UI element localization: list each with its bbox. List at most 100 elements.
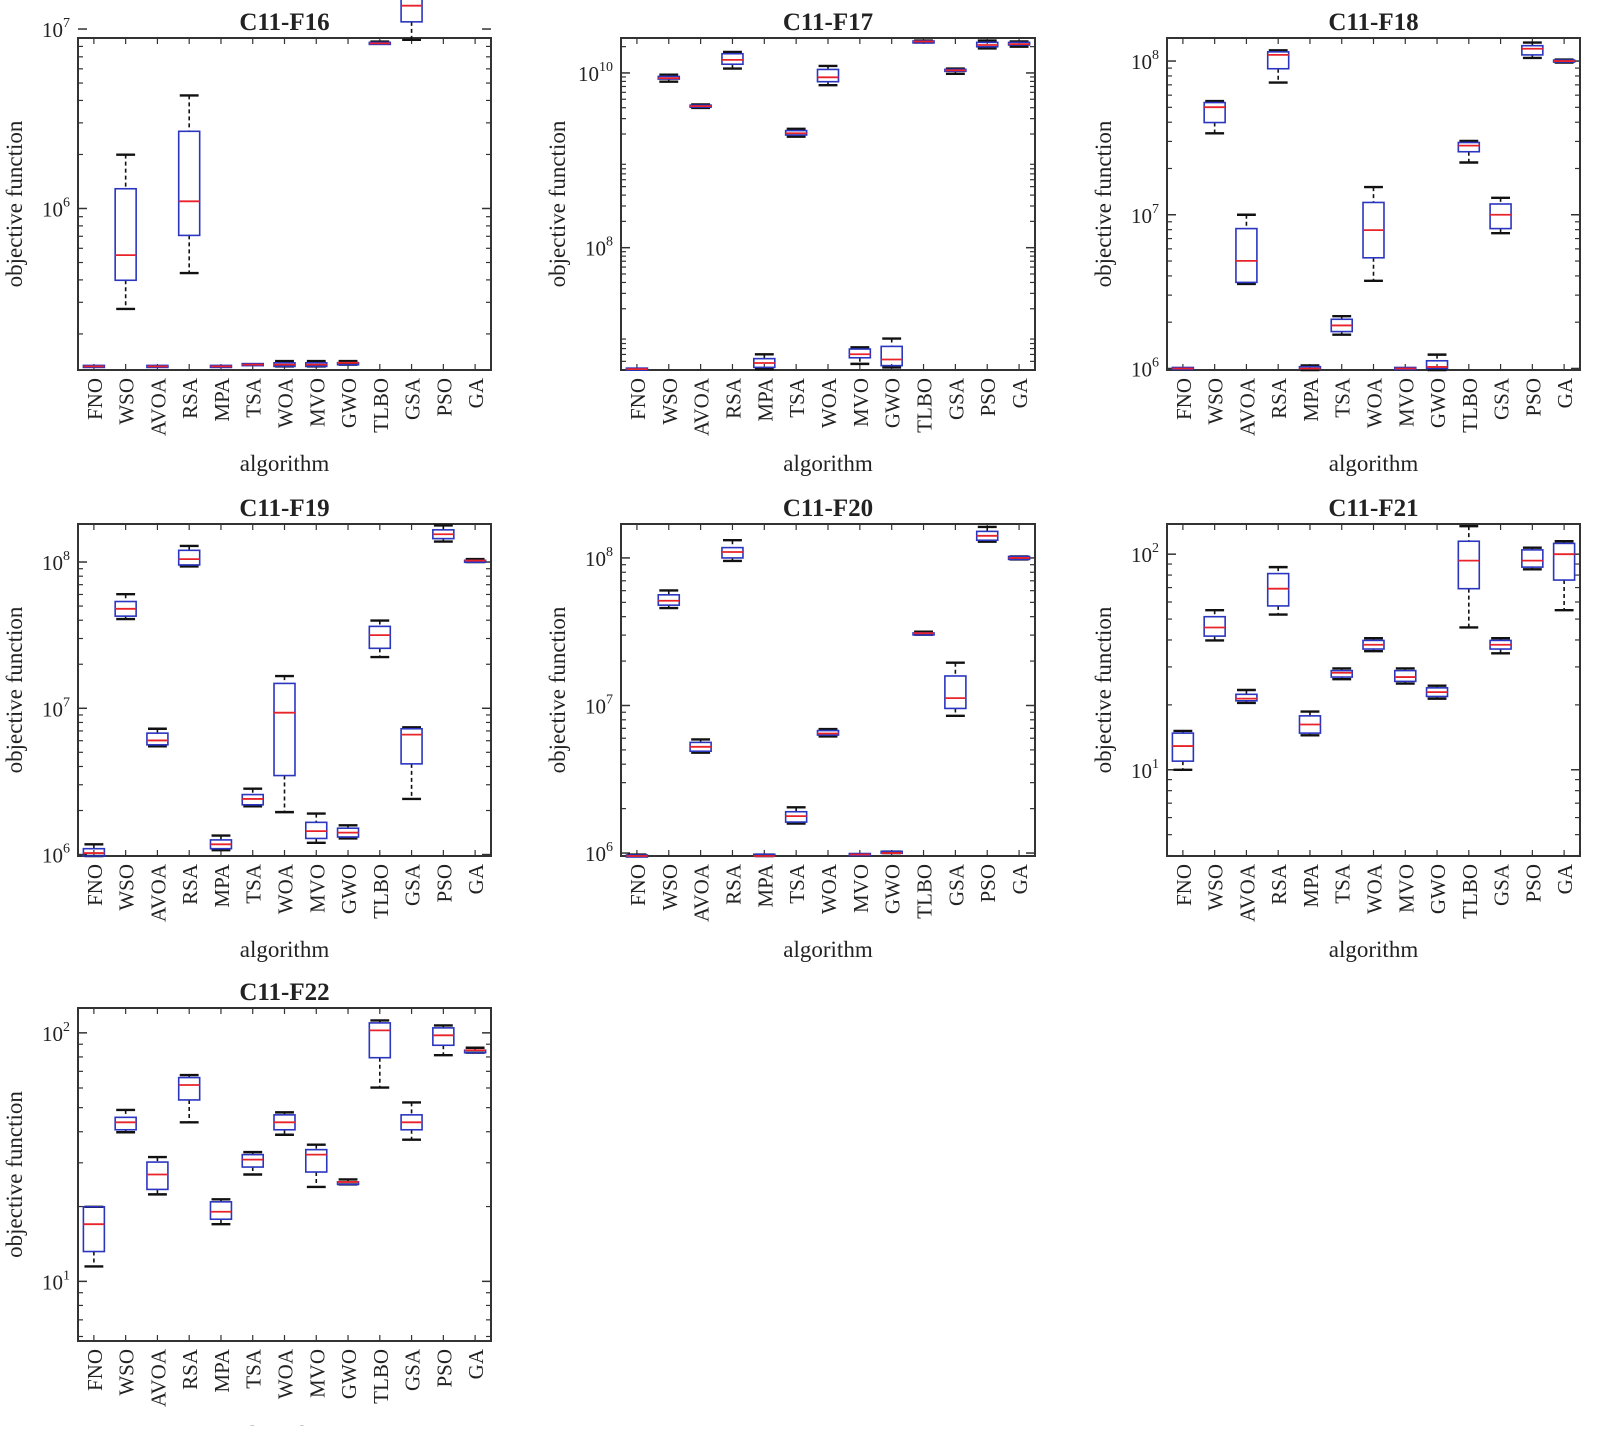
box-pso bbox=[975, 525, 999, 543]
box-avoa bbox=[146, 1155, 169, 1196]
box-pso bbox=[975, 39, 999, 50]
x-tick-label: GSA bbox=[1490, 377, 1514, 420]
box-rsa bbox=[177, 544, 201, 568]
chart-panel: C11-F17 108 1010 FNO WSO AVOA RSA MPA TSA WOA MVO G… bbox=[545, 9, 1036, 476]
iqr-box bbox=[1521, 549, 1544, 568]
x-tick-label: WOA bbox=[274, 863, 298, 914]
y-tick-label: 107 bbox=[42, 695, 70, 721]
chart-title: C11-F19 bbox=[239, 495, 329, 522]
iqr-box bbox=[1457, 141, 1481, 153]
x-tick-label: GWO bbox=[337, 378, 361, 428]
box-gsa bbox=[944, 661, 967, 718]
y-tick-label: 107 bbox=[42, 16, 70, 42]
box-wso bbox=[1203, 99, 1226, 135]
iqr-box bbox=[1489, 203, 1512, 230]
x-tick-label: FNO bbox=[1172, 864, 1196, 906]
x-tick-label: WOA bbox=[1363, 377, 1387, 428]
chart-title: C11-F16 bbox=[239, 9, 329, 36]
box-rsa bbox=[721, 539, 744, 563]
iqr-box bbox=[304, 1148, 328, 1173]
x-tick-label: PSO bbox=[1521, 864, 1545, 903]
chart-panel: C11-F18 106 107 108 FNO WSO AVOA RSA MPA TSA WOA MV… bbox=[1091, 9, 1581, 476]
box-tlbo bbox=[1457, 139, 1481, 164]
y-tick-label: 108 bbox=[585, 545, 613, 571]
plot-frame bbox=[1166, 523, 1581, 857]
box-gwo bbox=[880, 337, 903, 369]
iqr-box bbox=[241, 1153, 265, 1168]
box-tlbo bbox=[912, 39, 935, 44]
box-rsa bbox=[177, 1073, 201, 1124]
box-mvo bbox=[304, 359, 328, 368]
x-tick-label: FNO bbox=[1172, 378, 1196, 420]
box-mpa bbox=[1298, 710, 1322, 737]
y-tick-label: 108 bbox=[42, 549, 70, 575]
x-tick-label: GSA bbox=[401, 1348, 425, 1391]
y-tick-label: 101 bbox=[1131, 757, 1159, 783]
plot-frame bbox=[77, 1007, 492, 1342]
iqr-box bbox=[114, 187, 137, 282]
x-tick-label: PSO bbox=[432, 378, 456, 417]
x-tick-label: MVO bbox=[305, 1349, 329, 1398]
box-woa bbox=[1362, 185, 1385, 283]
x-tick-label: RSA bbox=[721, 377, 745, 419]
y-axis-label: objective function bbox=[2, 606, 27, 773]
x-tick-label: RSA bbox=[178, 1348, 202, 1390]
x-tick-label: WSO bbox=[115, 864, 139, 911]
plot-frame bbox=[620, 37, 1036, 371]
x-tick-label: TSA bbox=[242, 1348, 266, 1389]
y-tick-label: 107 bbox=[585, 692, 613, 718]
box-mvo bbox=[304, 1143, 328, 1189]
iqr-box bbox=[114, 1116, 137, 1131]
iqr-box bbox=[1235, 693, 1258, 702]
iqr-box bbox=[177, 549, 201, 566]
box-pso bbox=[1521, 546, 1544, 571]
iqr-box bbox=[432, 1027, 455, 1047]
x-tick-label: TLBO bbox=[1458, 864, 1482, 919]
iqr-box bbox=[1171, 732, 1195, 762]
x-tick-label: FNO bbox=[626, 378, 650, 420]
x-tick-label: FNO bbox=[626, 864, 650, 906]
chart-panel: C11-F22 101 102 FNO WSO AVOA RSA MPA TSA WOA MVO GW… bbox=[2, 979, 492, 1431]
iqr-box bbox=[368, 625, 392, 650]
box-rsa bbox=[177, 94, 201, 275]
box-gsa bbox=[400, 726, 423, 801]
chart-panel: C11-F19 106 107 108 FNO WSO AVOA RSA MPA TSA WOA MV… bbox=[2, 495, 492, 962]
x-tick-label: WOA bbox=[1363, 863, 1387, 914]
x-tick-label: GA bbox=[1553, 863, 1577, 894]
iqr-box bbox=[1203, 101, 1226, 124]
x-axis-label: algorithm bbox=[783, 451, 873, 476]
box-tsa bbox=[241, 787, 265, 808]
box-rsa bbox=[1266, 565, 1290, 616]
y-axis-label: objective function bbox=[545, 606, 570, 773]
x-tick-label: WOA bbox=[274, 377, 298, 428]
y-tick-label: 108 bbox=[585, 235, 613, 261]
box-avoa bbox=[1235, 688, 1258, 705]
box-wso bbox=[114, 1108, 137, 1134]
x-tick-label: GSA bbox=[944, 863, 968, 906]
box-ga bbox=[463, 1046, 487, 1054]
box-gwo bbox=[880, 850, 903, 855]
x-tick-label: WSO bbox=[658, 378, 682, 425]
box-mpa bbox=[753, 853, 776, 858]
x-tick-label: FNO bbox=[83, 864, 107, 906]
plot-frame bbox=[620, 523, 1036, 857]
x-tick-label: RSA bbox=[1267, 377, 1291, 419]
x-tick-label: TSA bbox=[785, 863, 809, 904]
box-fno bbox=[82, 1205, 106, 1268]
iqr-box bbox=[880, 345, 903, 367]
chart-title: C11-F17 bbox=[783, 9, 873, 36]
x-tick-label: AVOA bbox=[690, 863, 714, 922]
box-wso bbox=[1203, 609, 1226, 642]
x-tick-label: GSA bbox=[401, 377, 425, 420]
x-tick-label: PSO bbox=[976, 378, 1000, 417]
iqr-box bbox=[1521, 44, 1544, 56]
box-mpa bbox=[1298, 364, 1322, 372]
box-rsa bbox=[721, 50, 744, 70]
x-tick-label: GWO bbox=[337, 1349, 361, 1399]
iqr-box bbox=[1330, 669, 1354, 678]
box-fno bbox=[625, 853, 649, 858]
box-ga bbox=[1007, 555, 1031, 561]
box-woa bbox=[816, 727, 840, 738]
x-tick-label: PSO bbox=[432, 864, 456, 903]
iqr-box bbox=[82, 1206, 106, 1253]
